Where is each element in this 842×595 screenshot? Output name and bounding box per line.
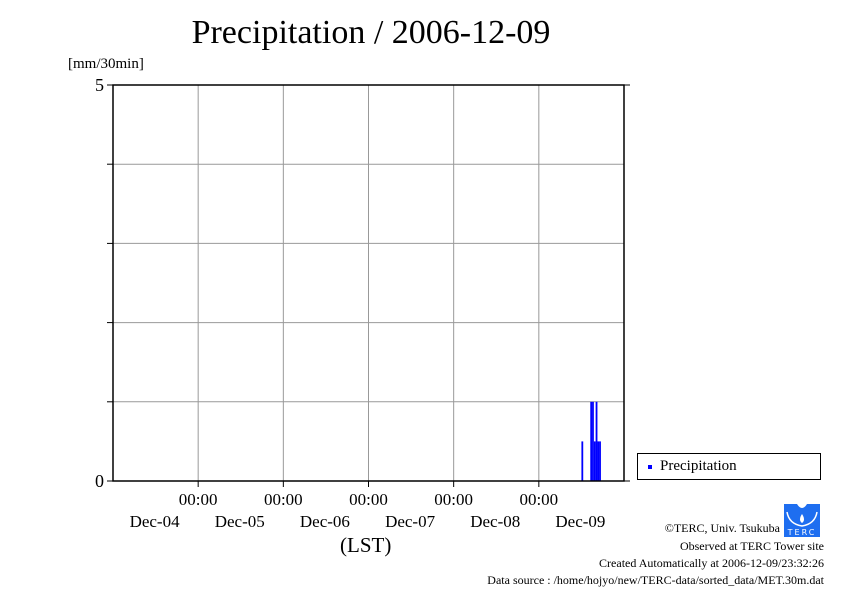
legend: Precipitation [637, 453, 821, 480]
precipitation-bar [590, 401, 593, 481]
y-tick-label: 5 [95, 75, 104, 95]
precipitation-bar [581, 441, 584, 481]
x-tick-date-label: Dec-08 [470, 512, 520, 531]
x-tick-time-label: 00:00 [349, 490, 388, 509]
y-tick-label: 0 [95, 471, 104, 491]
x-tick-date-label: Dec-09 [555, 512, 605, 531]
copyright-text: ©TERC, Univ. Tsukuba [664, 521, 780, 535]
created-text: Created Automatically at 2006-12-09/23:3… [599, 556, 824, 570]
precipitation-bar [593, 441, 596, 481]
data-source-text: Data source : /home/hojyo/new/TERC-data/… [487, 573, 824, 587]
x-tick-date-label: Dec-05 [215, 512, 265, 531]
legend-swatch [648, 465, 652, 469]
observed-text: Observed at TERC Tower site [679, 539, 824, 553]
precipitation-bar [599, 441, 601, 481]
x-tick-time-label: 00:00 [519, 490, 558, 509]
x-axis-label: (LST) [340, 533, 392, 557]
x-tick-date-label: Dec-06 [300, 512, 350, 531]
svg-text:TERC: TERC [787, 528, 817, 537]
x-tick-date-label: Dec-04 [130, 512, 181, 531]
precipitation-bar [592, 401, 594, 481]
chart-title: Precipitation / 2006-12-09 [191, 14, 551, 51]
precipitation-bar [595, 401, 598, 481]
x-tick-time-label: 00:00 [434, 490, 473, 509]
legend-label: Precipitation [660, 458, 737, 474]
x-tick-time-label: 00:00 [264, 490, 303, 509]
precipitation-bar [597, 441, 600, 481]
x-tick-date-label: Dec-07 [385, 512, 436, 531]
x-tick-time-label: 00:00 [179, 490, 218, 509]
terc-logo: TERC [784, 504, 820, 537]
y-axis-unit: [mm/30min] [68, 56, 144, 72]
